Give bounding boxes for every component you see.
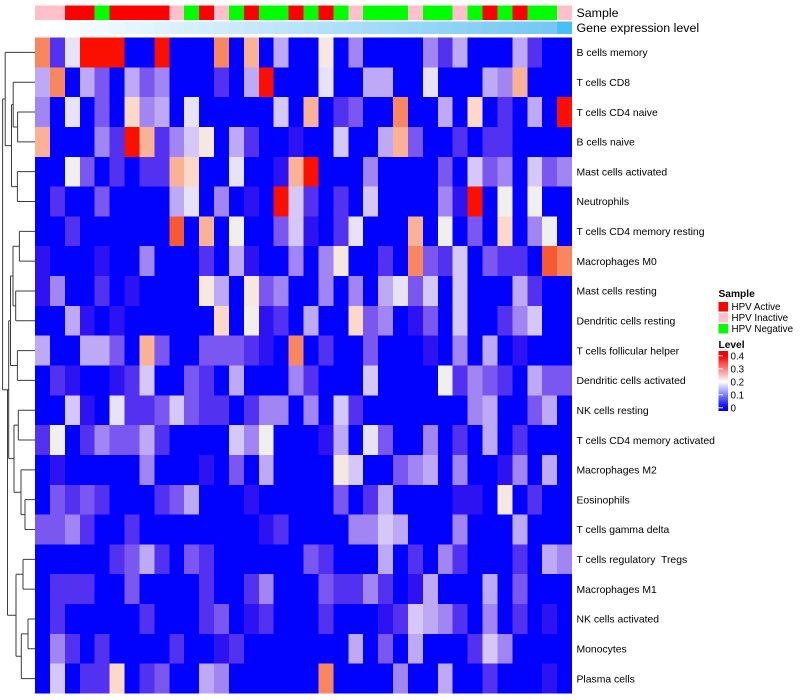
svg-text:HPV Active: HPV Active	[732, 302, 782, 313]
svg-text:0.2: 0.2	[731, 377, 745, 388]
svg-text:Macrophages M0: Macrophages M0	[577, 257, 658, 268]
svg-text:Macrophages M2: Macrophages M2	[577, 466, 658, 477]
svg-text:HPV Negative: HPV Negative	[732, 324, 794, 335]
svg-text:B cells naive: B cells naive	[577, 138, 636, 149]
svg-text:T cells follicular helper: T cells follicular helper	[577, 346, 680, 357]
svg-text:Sample: Sample	[719, 289, 756, 300]
svg-text:NK cells activated: NK cells activated	[577, 615, 660, 626]
svg-text:T cells CD4 memory resting: T cells CD4 memory resting	[577, 227, 705, 238]
svg-text:Level: Level	[719, 340, 745, 351]
svg-text:Macrophages M1: Macrophages M1	[577, 585, 658, 596]
svg-text:T cells gamma delta: T cells gamma delta	[577, 525, 670, 536]
svg-text:Sample: Sample	[577, 6, 619, 20]
svg-text:T cells CD4 naive: T cells CD4 naive	[577, 108, 658, 119]
svg-text:Mast cells resting: Mast cells resting	[577, 287, 657, 298]
svg-text:Dendritic cells resting: Dendritic cells resting	[577, 316, 676, 327]
svg-text:Plasma cells: Plasma cells	[577, 674, 635, 685]
svg-text:0.3: 0.3	[731, 364, 745, 375]
svg-text:0: 0	[731, 403, 737, 414]
svg-text:Eosinophils: Eosinophils	[577, 495, 630, 506]
svg-text:Dendritic cells activated: Dendritic cells activated	[577, 376, 686, 387]
svg-text:T cells CD4 memory activated: T cells CD4 memory activated	[577, 436, 716, 447]
svg-text:T cells CD8: T cells CD8	[577, 78, 631, 89]
svg-text:NK cells resting: NK cells resting	[577, 406, 649, 417]
svg-text:Gene expression level: Gene expression level	[577, 21, 700, 35]
svg-text:Neutrophils: Neutrophils	[577, 197, 630, 208]
svg-text:Monocytes: Monocytes	[577, 644, 627, 655]
svg-text:Mast cells activated: Mast cells activated	[577, 167, 668, 178]
svg-text:HPV Inactive: HPV Inactive	[732, 313, 789, 324]
svg-text:0.4: 0.4	[731, 351, 745, 362]
svg-text:0.1: 0.1	[731, 390, 745, 401]
svg-text:T cells regulatory Tregs: T cells regulatory Tregs	[577, 555, 688, 566]
svg-text:B cells memory: B cells memory	[577, 48, 649, 59]
